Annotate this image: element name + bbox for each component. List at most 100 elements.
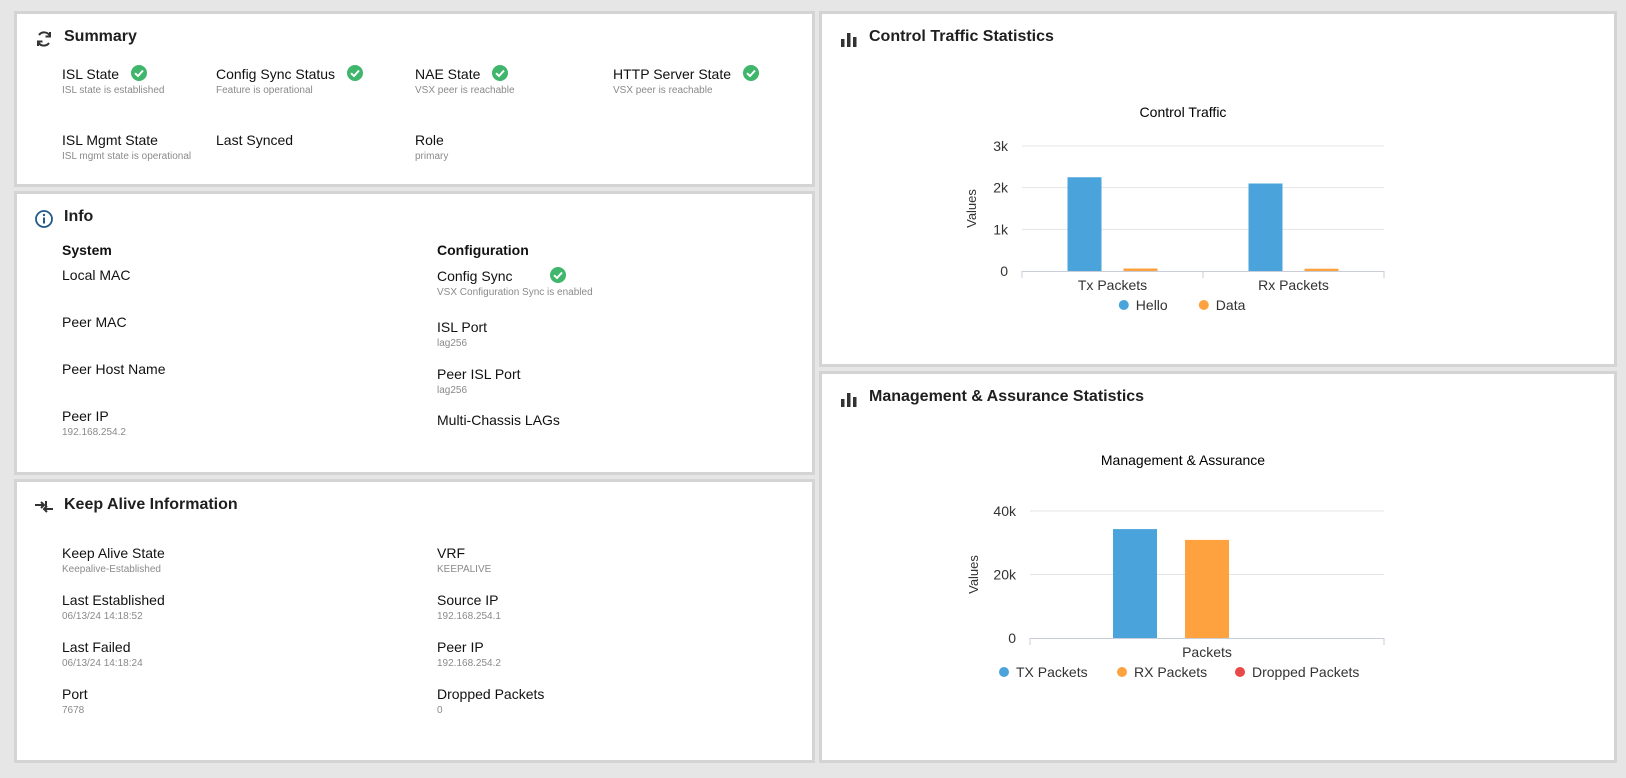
legend-marker [1117,667,1127,677]
legend-label: Data [1216,297,1246,313]
item-label: ISL State [62,66,120,82]
check-icon [743,65,760,81]
info-multi-chassis-lags: Multi-Chassis LAGs [437,412,560,428]
item-label: Peer Host Name [62,361,166,377]
item-label: Peer ISL Port [437,366,521,382]
item-sub: 192.168.254.1 [437,611,501,622]
info-isl-port: ISL Port lag256 [437,319,487,349]
summary-isl-state: ISL State ISL state is established [62,65,164,96]
info-local-mac: Local MAC [62,267,130,283]
info-peer-host-name: Peer Host Name [62,361,165,377]
item-sub: lag256 [437,338,468,349]
info-peer-ip: Peer IP 192.168.254.2 [62,408,126,438]
item-sub: ISL state is established [62,85,165,96]
item-label: Local MAC [62,267,131,283]
legend-marker [1198,300,1209,310]
info-config-sync: Config Sync VSX Configuration Sync is en… [437,267,593,298]
item-label: Keep Alive State [62,545,165,561]
item-label: NAE State [415,66,481,82]
y-tick-label: 40k [993,503,1017,519]
control-traffic-panel: Control Traffic Statistics Control Traff… [819,11,1617,367]
item-label: VRF [437,545,465,561]
summary-last-synced: Last Synced [216,132,293,148]
item-label: Port [62,686,88,702]
ka-last-failed: Last Failed 06/13/24 14:18:24 [62,639,143,669]
check-icon [492,65,509,81]
y-tick-label: 1k [993,221,1009,237]
ka-source-ip: Source IP 192.168.254.1 [437,592,501,622]
item-label: Last Established [62,592,165,608]
ka-port: Port 7678 [62,686,88,716]
ka-keep-alive-state: Keep Alive State Keepalive-Established [62,545,165,575]
item-sub: VSX Configuration Sync is enabled [437,287,593,298]
bar-hello [1067,177,1102,271]
item-sub: VSX peer is reachable [415,85,515,96]
info-peer-isl-port: Peer ISL Port lag256 [437,366,521,396]
bar-data [1304,268,1339,271]
item-label: Role [415,132,444,148]
swap-arrows-icon [33,496,55,518]
bar-data [1123,268,1158,271]
legend-label: RX Packets [1134,664,1207,680]
summary-nae-state: NAE State VSX peer is reachable [415,65,515,96]
info-peer-mac: Peer MAC [62,314,127,330]
item-sub: Keepalive-Established [62,564,161,575]
y-tick-label: 0 [1000,263,1008,279]
bar-hello [1248,183,1283,271]
item-label: Config Sync [437,268,513,284]
legend-marker [999,667,1009,677]
ka-peer-ip: Peer IP 192.168.254.2 [437,639,501,669]
check-icon [131,65,148,81]
legend-label: Dropped Packets [1252,664,1359,680]
item-sub: 7678 [62,705,85,716]
info-panel: Info System Configuration Local MAC Peer… [14,191,815,475]
summary-http-server-state: HTTP Server State VSX peer is reachable [613,65,760,96]
x-tick-label: Packets [1182,644,1232,660]
summary-role: Role primary [415,132,448,162]
item-label: ISL Mgmt State [62,132,158,148]
item-label: Last Synced [216,132,294,148]
item-sub: 0 [437,705,443,716]
refresh-icon [33,28,55,50]
item-sub: 06/13/24 14:18:24 [62,658,143,669]
item-sub: 192.168.254.2 [437,658,501,669]
summary-panel: Summary ISL State ISL state is establish… [14,11,815,187]
bar-chart-icon [838,28,860,50]
y-tick-label: 20k [993,567,1017,583]
info-title: Info [64,208,94,225]
check-icon [347,65,364,81]
item-sub: ISL mgmt state is operational [62,151,192,162]
y-axis-title: Values [966,555,981,594]
item-label: Dropped Packets [437,686,545,702]
x-tick-label: Rx Packets [1258,277,1329,293]
y-tick-label: 2k [993,180,1009,196]
control-traffic-title: Control Traffic Statistics [869,28,1054,45]
item-sub: primary [415,151,449,162]
ka-vrf: VRF KEEPALIVE [437,545,491,575]
bar-tx-packets [1113,529,1157,638]
item-label: Peer IP [62,408,109,424]
item-sub: 192.168.254.2 [62,427,126,438]
bar-chart-icon [838,388,860,410]
y-tick-label: 0 [1008,630,1016,646]
item-label: Peer MAC [62,314,127,330]
item-sub: Feature is operational [216,85,313,96]
control-traffic-chart: Control Traffic 0 1k 2k 3k Values Tx Packets Rx… [964,104,1385,313]
ka-last-established: Last Established 06/13/24 14:18:52 [62,592,165,622]
legend-label: TX Packets [1016,664,1088,680]
summary-isl-mgmt-state: ISL Mgmt State ISL mgmt state is operati… [62,132,191,162]
management-assurance-title: Management & Assurance Statistics [869,388,1145,405]
bar-rx-packets [1185,539,1229,638]
item-label: Last Failed [62,639,131,655]
item-sub: 06/13/24 14:18:52 [62,611,143,622]
legend-marker [1235,667,1245,677]
configuration-heading: Configuration [437,242,529,258]
item-label: Source IP [437,592,499,608]
system-heading: System [62,242,112,258]
ka-dropped-packets: Dropped Packets 0 [437,686,544,716]
y-axis-title: Values [964,189,979,228]
item-label: Config Sync Status [216,66,336,82]
x-tick-label: Tx Packets [1078,277,1147,293]
item-label: Peer IP [437,639,484,655]
info-icon [33,208,55,230]
